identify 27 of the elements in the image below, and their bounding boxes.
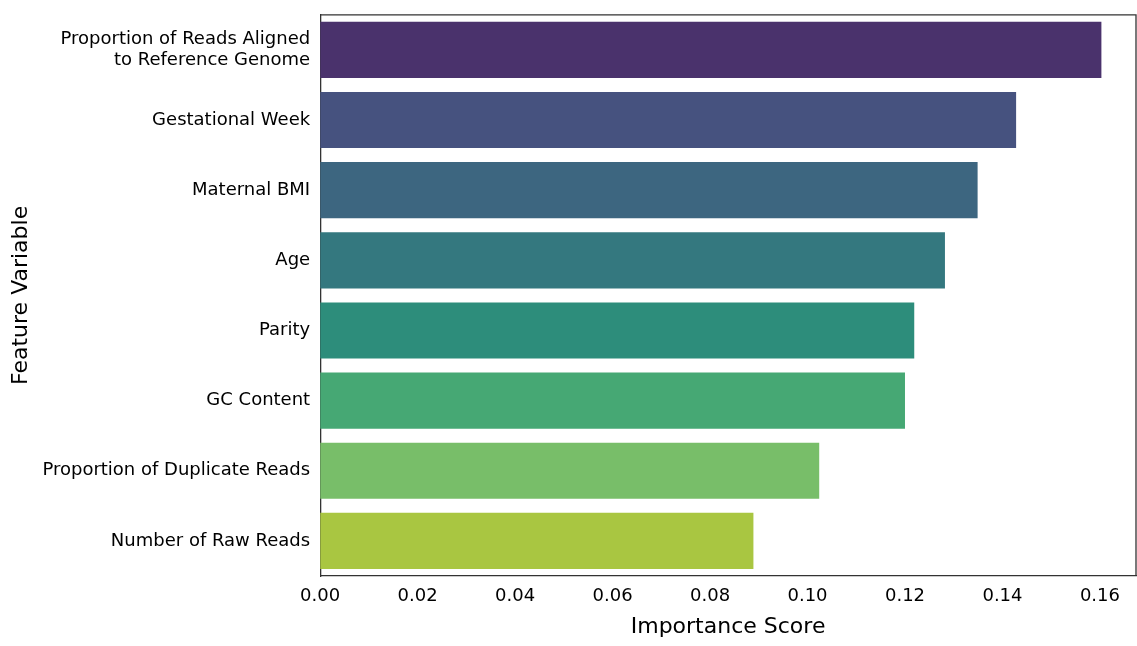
bar <box>320 302 915 359</box>
bar <box>320 21 1102 78</box>
bar <box>320 232 945 289</box>
x-tick-label: 0.08 <box>690 584 731 606</box>
bar <box>320 162 978 219</box>
x-tick-label: 0.06 <box>592 584 633 606</box>
x-tick-label: 0.02 <box>397 584 438 606</box>
x-tick-label: 0.04 <box>495 584 536 606</box>
x-tick-label: 0.16 <box>1079 584 1120 606</box>
y-tick-label: Number of Raw Reads <box>110 528 311 550</box>
y-tick-label: Proportion of Reads Aligned to Reference Genome <box>60 26 311 70</box>
x-axis-title: Importance Score <box>630 612 826 638</box>
bar <box>320 91 1017 149</box>
bar <box>320 442 820 499</box>
y-tick-label: Parity <box>258 318 311 340</box>
x-tick-label: 0.10 <box>787 584 828 606</box>
x-tick-label: 0.14 <box>982 584 1023 606</box>
bar <box>320 372 905 429</box>
y-tick-label: Age <box>275 248 311 269</box>
y-tick-label: Maternal BMI <box>192 177 311 199</box>
y-tick-label: GC Content <box>206 388 311 410</box>
x-tick-label: 0.12 <box>884 584 926 606</box>
y-tick-label: Proportion of Duplicate Reads <box>42 458 311 480</box>
bar <box>320 512 754 569</box>
x-tick-label: 0.00 <box>300 584 341 606</box>
y-tick-label: Gestational Week <box>152 107 311 129</box>
y-axis-title: Feature Variable <box>6 205 32 385</box>
